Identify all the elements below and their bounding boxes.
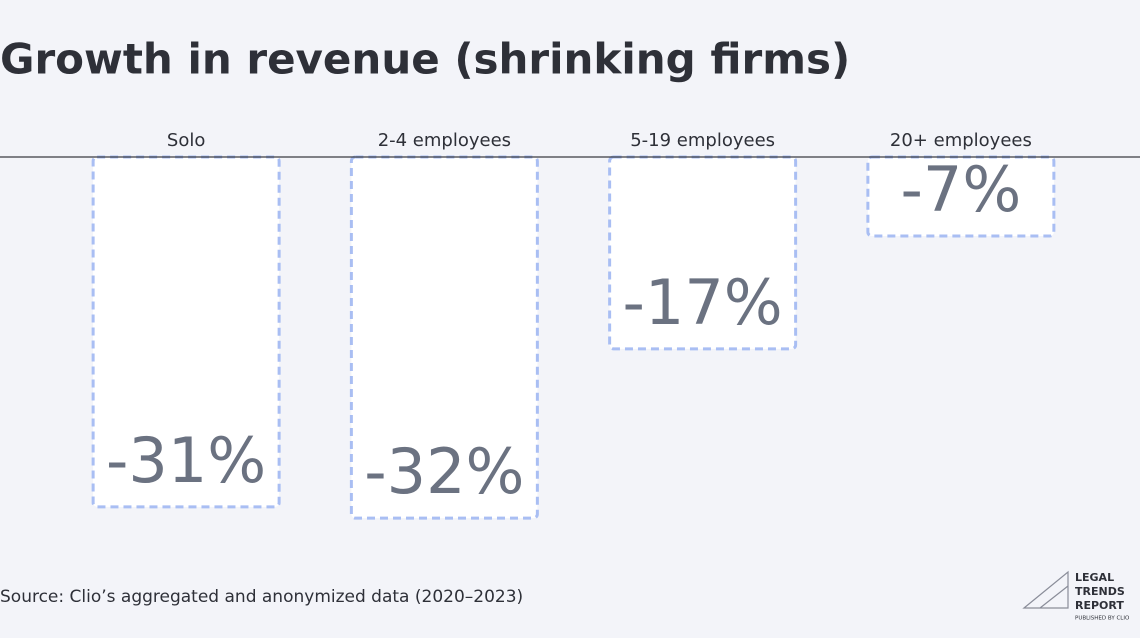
logo-mark	[1022, 570, 1069, 609]
bar	[866, 155, 1056, 238]
value-label: -17%	[623, 266, 783, 339]
x-tick-label: 20+ employees	[890, 130, 1032, 151]
value-label: -7%	[901, 153, 1022, 226]
logo-text: REPORT	[1075, 599, 1124, 612]
logo-tagline: PUBLISHED BY CLIO	[1075, 616, 1130, 622]
bar	[608, 155, 798, 351]
value-label: -32%	[364, 435, 524, 508]
logo-text: LEGAL	[1075, 571, 1114, 584]
bar	[91, 155, 281, 509]
x-tick-label: 2-4 employees	[378, 130, 511, 151]
x-tick-label: 5-19 employees	[630, 130, 775, 151]
bar	[349, 155, 539, 520]
logo: LEGAL TRENDS REPORT PUBLISHED BY CLIO	[1022, 570, 1130, 622]
logo-text: TRENDS	[1075, 585, 1125, 598]
value-label: -31%	[106, 424, 266, 497]
x-tick-label: Solo	[167, 130, 205, 151]
source-note: Source: Clio’s aggregated and anonymized…	[0, 587, 523, 607]
chart-title: Growth in revenue (shrinking firms)	[0, 35, 850, 84]
